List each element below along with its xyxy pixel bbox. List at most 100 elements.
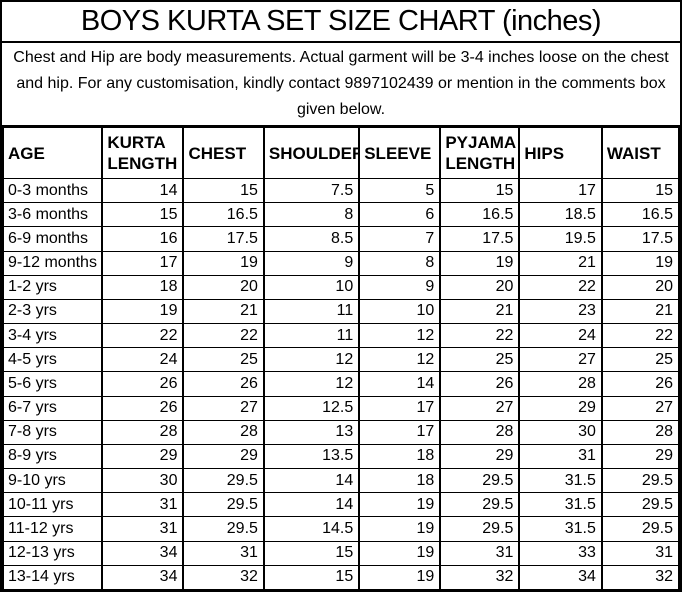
value-cell: 19 — [358, 564, 442, 590]
table-row: 4-5 yrs 24 25 12 12 25 27 25 — [2, 347, 680, 373]
age-cell: 5-6 yrs — [2, 371, 104, 397]
value-cell: 12 — [262, 347, 361, 373]
value-cell: 31 — [182, 540, 265, 566]
value-cell: 10 — [262, 274, 361, 300]
value-cell: 13 — [262, 419, 361, 445]
table-row: 10-11 yrs 31 29.5 14 19 29.5 31.5 29.5 — [2, 492, 680, 518]
value-cell: 19 — [101, 298, 185, 325]
table-row: 9-10 yrs 30 29.5 14 18 29.5 31.5 29.5 — [2, 468, 680, 494]
age-cell: 8-9 yrs — [2, 443, 104, 470]
value-cell: 29.5 — [600, 492, 680, 518]
value-cell: 31.5 — [518, 492, 603, 518]
value-cell: 12 — [358, 347, 442, 373]
value-cell: 15 — [600, 177, 680, 204]
value-cell: 18 — [358, 468, 442, 494]
value-cell: 8.5 — [262, 226, 361, 252]
table-row: 3-6 months 15 16.5 8 6 16.5 18.5 16.5 — [2, 202, 680, 228]
table-row: 7-8 yrs 28 28 13 17 28 30 28 — [2, 419, 680, 445]
age-cell: 10-11 yrs — [2, 492, 104, 518]
value-cell: 22 — [182, 323, 265, 349]
age-cell: 1-2 yrs — [2, 274, 104, 300]
value-cell: 26 — [439, 371, 521, 397]
value-cell: 34 — [518, 564, 603, 590]
value-cell: 13.5 — [262, 443, 361, 470]
value-cell: 25 — [439, 347, 521, 373]
value-cell: 34 — [101, 540, 185, 566]
table-row: 6-7 yrs 26 27 12.5 17 27 29 27 — [2, 395, 680, 421]
value-cell: 12 — [262, 371, 361, 397]
age-cell: 3-6 months — [2, 202, 104, 228]
value-cell: 26 — [101, 371, 185, 397]
value-cell: 7.5 — [262, 177, 361, 204]
value-cell: 20 — [182, 274, 265, 300]
value-cell: 21 — [182, 298, 265, 325]
column-header: CHEST — [182, 127, 265, 179]
value-cell: 29.5 — [600, 516, 680, 542]
value-cell: 29 — [439, 443, 521, 470]
value-cell: 31 — [439, 540, 521, 566]
value-cell: 14 — [358, 371, 442, 397]
value-cell: 34 — [101, 564, 185, 590]
value-cell: 23 — [518, 298, 603, 325]
size-table-container: AGE KURTA LENGTH CHEST SHOULDER SLEEVE PYJAMA… — [2, 127, 680, 590]
value-cell: 19 — [439, 250, 521, 276]
value-cell: 14 — [262, 492, 361, 518]
value-cell: 15 — [439, 177, 521, 204]
value-cell: 8 — [262, 202, 361, 228]
table-body: 0-3 months 14 15 7.5 5 15 17 15 3-6 months 15 16.5… — [2, 177, 680, 590]
column-header: SHOULDER — [262, 127, 361, 179]
value-cell: 25 — [600, 347, 680, 373]
table-row: 2-3 yrs 19 21 11 10 21 23 21 — [2, 298, 680, 325]
value-cell: 31 — [600, 540, 680, 566]
value-cell: 20 — [439, 274, 521, 300]
page-title: BOYS KURTA SET SIZE CHART (inches) — [2, 2, 680, 43]
value-cell: 15 — [101, 202, 185, 228]
age-cell: 6-9 months — [2, 226, 104, 252]
value-cell: 6 — [358, 202, 442, 228]
value-cell: 29.5 — [182, 492, 265, 518]
value-cell: 27 — [439, 395, 521, 421]
value-cell: 27 — [600, 395, 680, 421]
value-cell: 17 — [518, 177, 603, 204]
value-cell: 21 — [518, 250, 603, 276]
value-cell: 28 — [600, 419, 680, 445]
value-cell: 29.5 — [600, 468, 680, 494]
value-cell: 19 — [358, 492, 442, 518]
value-cell: 18.5 — [518, 202, 603, 228]
value-cell: 22 — [600, 323, 680, 349]
value-cell: 24 — [101, 347, 185, 373]
value-cell: 12 — [358, 323, 442, 349]
age-cell: 9-10 yrs — [2, 468, 104, 494]
value-cell: 18 — [101, 274, 185, 300]
value-cell: 7 — [358, 226, 442, 252]
value-cell: 31.5 — [518, 468, 603, 494]
value-cell: 11 — [262, 298, 361, 325]
value-cell: 19 — [358, 540, 442, 566]
value-cell: 32 — [600, 564, 680, 590]
value-cell: 22 — [518, 274, 603, 300]
table-row: 6-9 months 16 17.5 8.5 7 17.5 19.5 17.5 — [2, 226, 680, 252]
value-cell: 16.5 — [439, 202, 521, 228]
value-cell: 16.5 — [182, 202, 265, 228]
value-cell: 16 — [101, 226, 185, 252]
table-row: 12-13 yrs 34 31 15 19 31 33 31 — [2, 540, 680, 566]
age-cell: 4-5 yrs — [2, 347, 104, 373]
age-cell: 13-14 yrs — [2, 564, 104, 590]
value-cell: 26 — [600, 371, 680, 397]
value-cell: 28 — [182, 419, 265, 445]
age-cell: 11-12 yrs — [2, 516, 104, 542]
age-cell: 0-3 months — [2, 177, 104, 204]
value-cell: 29.5 — [439, 492, 521, 518]
age-cell: 9-12 months — [2, 250, 104, 276]
value-cell: 31.5 — [518, 516, 603, 542]
value-cell: 15 — [182, 177, 265, 204]
value-cell: 15 — [262, 564, 361, 590]
value-cell: 19 — [600, 250, 680, 276]
table-row: 0-3 months 14 15 7.5 5 15 17 15 — [2, 177, 680, 204]
value-cell: 28 — [518, 371, 603, 397]
value-cell: 5 — [358, 177, 442, 204]
value-cell: 20 — [600, 274, 680, 300]
value-cell: 26 — [101, 395, 185, 421]
column-header: PYJAMA LENGTH — [439, 127, 521, 179]
